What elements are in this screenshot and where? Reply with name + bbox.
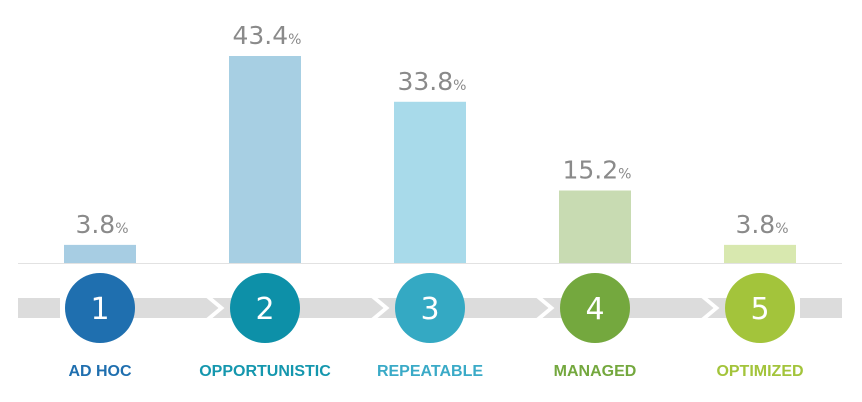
- track-segment: [293, 298, 384, 318]
- stage-number-3: 3: [420, 292, 439, 327]
- category-label-3: REPEATABLE: [377, 363, 483, 380]
- stage-number-1: 1: [90, 292, 109, 327]
- stage-circle-5: [725, 273, 795, 343]
- bar-2: [229, 56, 301, 263]
- track-segment: [18, 298, 60, 318]
- bar-3: [394, 101, 466, 263]
- category-label-4: MANAGED: [554, 363, 637, 380]
- stage-circle-3: [395, 273, 465, 343]
- track-segment: [623, 298, 714, 318]
- track-segment: [458, 298, 549, 318]
- stage-circle-4: [560, 273, 630, 343]
- stage-circle-1: [65, 273, 135, 343]
- track-segment: [800, 298, 842, 318]
- bar-5: [724, 244, 796, 263]
- stage-number-4: 4: [585, 292, 604, 327]
- value-label-5: 3.8%: [735, 210, 788, 239]
- value-label-1: 3.8%: [75, 210, 128, 239]
- bar-4: [559, 190, 631, 263]
- value-label-2: 43.4%: [233, 21, 302, 50]
- bar-1: [64, 244, 136, 263]
- value-label-4: 15.2%: [563, 156, 632, 185]
- track-segment: [128, 298, 219, 318]
- stage-circle-2: [230, 273, 300, 343]
- stage-number-5: 5: [750, 292, 769, 327]
- category-label-2: OPPORTUNISTIC: [199, 363, 331, 380]
- value-label-3: 33.8%: [398, 67, 467, 96]
- category-label-5: OPTIMIZED: [716, 363, 803, 380]
- stage-number-2: 2: [255, 292, 274, 327]
- category-label-1: AD HOC: [68, 363, 132, 380]
